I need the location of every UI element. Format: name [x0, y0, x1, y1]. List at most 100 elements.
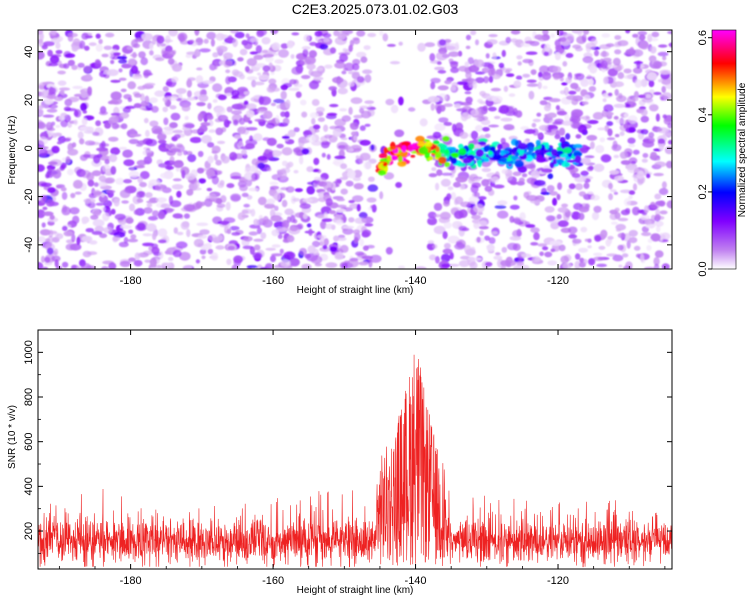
heatmap-cell [259, 96, 272, 106]
heatmap-cell [490, 87, 502, 92]
heatmap-cell [537, 36, 548, 42]
heatmap-cell [361, 229, 372, 237]
heatmap-cell [300, 59, 312, 65]
heatmap-signal-cell [517, 142, 528, 150]
heatmap-cell [265, 122, 275, 129]
heatmap-cell [250, 37, 259, 43]
heatmap-cell [429, 254, 437, 261]
heatmap-cell [479, 101, 488, 105]
heatmap-cell [447, 186, 454, 191]
heatmap-cell [492, 52, 497, 60]
heatmap-cell [258, 74, 270, 81]
heatmap-cell [276, 143, 284, 149]
heatmap-cell [48, 62, 59, 67]
heatmap-cell [308, 50, 317, 58]
heatmap-cell [78, 266, 88, 269]
heatmap-cell [265, 263, 273, 269]
heatmap-cell [432, 131, 442, 139]
heatmap-cell [169, 156, 175, 165]
heatmap-cell [120, 88, 127, 93]
heatmap-cell [95, 202, 105, 206]
heatmap-cell [435, 51, 448, 61]
heatmap-cell [340, 244, 349, 253]
heatmap-cell [39, 229, 51, 236]
heatmap-cell [516, 261, 525, 266]
heatmap-cell [280, 259, 291, 268]
heatmap-cell [41, 222, 46, 228]
heatmap-cell [264, 203, 276, 209]
heatmap-cell [618, 264, 623, 268]
heatmap-cell [544, 43, 551, 52]
spectrogram-y-tick-label: 40 [23, 46, 35, 58]
heatmap-cell [93, 154, 101, 164]
heatmap-cell [347, 169, 356, 179]
heatmap-signal-cell [444, 148, 449, 155]
heatmap-cell [104, 121, 112, 129]
heatmap-cell [351, 131, 357, 136]
heatmap-cell [470, 109, 480, 116]
heatmap-cell [65, 156, 71, 164]
heatmap-cell [73, 179, 83, 189]
heatmap-cell [196, 167, 205, 174]
heatmap-cell [84, 140, 96, 146]
heatmap-cell [136, 198, 144, 203]
heatmap-signal-cell [490, 146, 496, 153]
heatmap-cell [189, 39, 195, 44]
heatmap-cell [494, 205, 507, 209]
heatmap-cell [85, 73, 92, 79]
heatmap-cell [167, 58, 175, 65]
heatmap-cell [609, 170, 620, 175]
heatmap-cell [565, 53, 574, 58]
heatmap-cell [534, 257, 542, 261]
heatmap-cell [434, 66, 445, 71]
heatmap-cell [253, 218, 259, 226]
heatmap-cell [112, 235, 121, 241]
heatmap-cell [119, 189, 131, 199]
heatmap-cell [170, 112, 181, 121]
heatmap-cell [245, 110, 255, 118]
heatmap-cell [485, 53, 490, 59]
heatmap-cell [429, 53, 436, 62]
heatmap-signal-cell [407, 146, 413, 150]
heatmap-cell [385, 247, 393, 255]
heatmap-cell [253, 133, 263, 142]
heatmap-cell [606, 121, 614, 127]
heatmap-signal-cell [483, 145, 490, 153]
heatmap-cell [280, 111, 286, 117]
heatmap-cell [226, 183, 235, 189]
heatmap-cell [509, 180, 518, 186]
heatmap-cell [105, 189, 116, 194]
heatmap-cell [585, 76, 595, 80]
heatmap-cell [155, 197, 167, 203]
heatmap-cell [186, 51, 198, 55]
heatmap-cell [301, 46, 311, 50]
heatmap-cell [379, 191, 384, 200]
heatmap-cell [584, 155, 595, 159]
heatmap-cell [187, 77, 196, 81]
heatmap-cell [216, 45, 228, 53]
heatmap-cell [104, 177, 115, 184]
heatmap-cell [580, 226, 588, 233]
heatmap-cell [287, 129, 296, 138]
heatmap-cell [220, 221, 229, 226]
heatmap-cell [325, 262, 338, 268]
heatmap-cell [539, 65, 550, 74]
heatmap-cell [198, 178, 206, 184]
heatmap-cell [432, 244, 438, 249]
heatmap-cell [152, 36, 157, 45]
heatmap-signal-cell [548, 156, 553, 161]
heatmap-cell [359, 155, 364, 164]
heatmap-cell [608, 193, 613, 201]
spectrogram-y-ticks: -40 -20 0 20 40 [23, 46, 672, 253]
heatmap-cell [438, 117, 449, 123]
heatmap-signal-cell [535, 154, 544, 161]
heatmap-cell [628, 237, 638, 244]
heatmap-signal-cell [435, 146, 440, 154]
heatmap-cell [268, 78, 277, 85]
heatmap-cell [544, 131, 556, 135]
heatmap-cell [55, 184, 63, 189]
heatmap-signal-cell [572, 144, 583, 149]
heatmap-cell [273, 192, 282, 201]
heatmap-cell [481, 179, 490, 187]
heatmap-cell [445, 43, 457, 52]
